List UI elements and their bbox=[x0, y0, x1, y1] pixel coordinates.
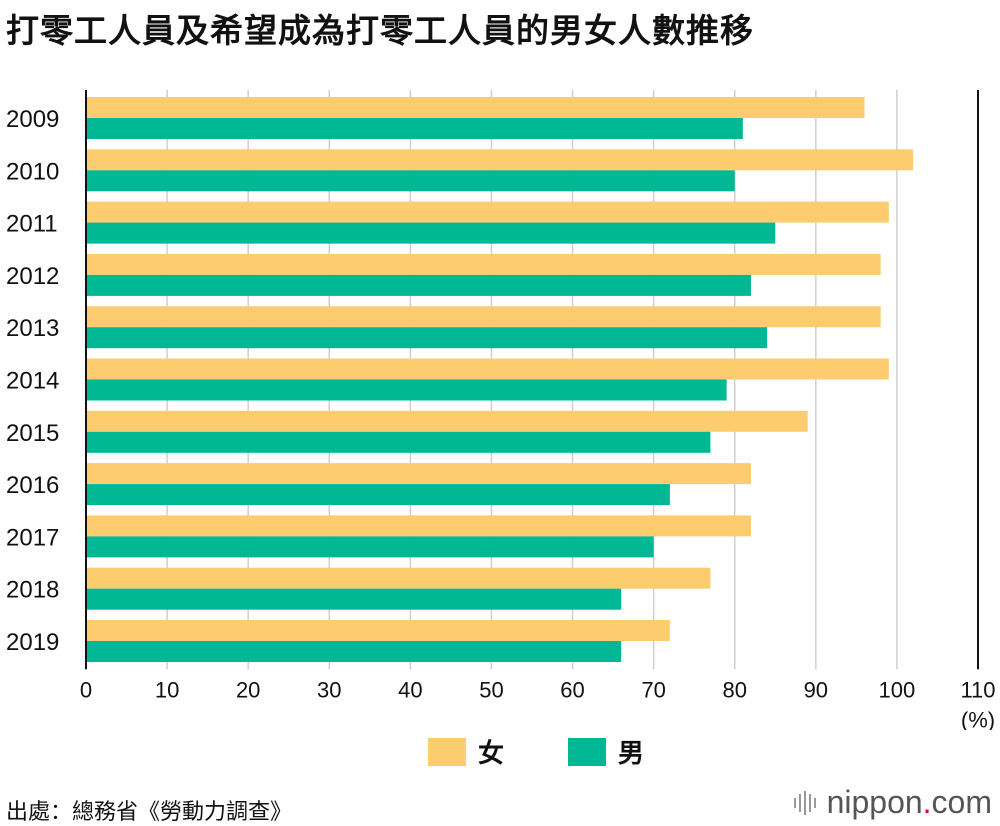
bar-chart: 2009201020112012201320142015201620172018… bbox=[6, 90, 996, 730]
legend: 女 男 bbox=[0, 733, 1000, 773]
bar-female-2009 bbox=[86, 97, 865, 118]
bar-male-2015 bbox=[86, 431, 711, 453]
y-tick-label: 2010 bbox=[6, 158, 59, 185]
bar-female-2017 bbox=[86, 515, 751, 537]
bar-female-2011 bbox=[86, 201, 889, 223]
brand-name: nippon bbox=[826, 784, 923, 820]
brand-dot: . bbox=[922, 784, 932, 820]
chart-title: 打零工人員及希望成為打零工人員的男女人數推移 bbox=[6, 11, 754, 50]
bar-female-2015 bbox=[86, 410, 808, 432]
bar-female-2016 bbox=[86, 463, 751, 485]
x-tick-label: 40 bbox=[398, 677, 422, 702]
bar-male-2012 bbox=[86, 274, 751, 296]
x-tick-label: 110 bbox=[960, 677, 995, 702]
bar-male-2017 bbox=[86, 536, 654, 558]
bar-female-2018 bbox=[86, 567, 711, 589]
legend-swatch-female bbox=[428, 737, 466, 766]
bar-male-2014 bbox=[86, 379, 727, 401]
y-tick-label: 2014 bbox=[6, 368, 59, 395]
bar-female-2019 bbox=[86, 620, 670, 641]
bar-female-2014 bbox=[86, 358, 889, 380]
bar-female-2012 bbox=[86, 253, 881, 275]
x-tick-label: 10 bbox=[155, 677, 179, 702]
x-tick-label: 20 bbox=[236, 677, 260, 702]
legend-swatch-male bbox=[568, 737, 606, 766]
brand-tld: com bbox=[931, 784, 992, 820]
y-tick-label: 2019 bbox=[6, 629, 59, 656]
y-tick-label: 2018 bbox=[6, 577, 59, 604]
bar-female-2010 bbox=[86, 149, 914, 171]
bar-female-2013 bbox=[86, 306, 881, 328]
x-tick-label: 70 bbox=[641, 677, 665, 702]
brand-logo: nippon. com bbox=[793, 784, 992, 821]
brand-sound-icon bbox=[793, 790, 819, 816]
source-note: 出處：總務省《勞動力調查》 bbox=[6, 800, 293, 825]
y-tick-label: 2012 bbox=[6, 263, 59, 290]
y-tick-label: 2009 bbox=[6, 106, 59, 133]
x-tick-label: 60 bbox=[560, 677, 584, 702]
x-unit-label: (%) bbox=[961, 707, 995, 730]
y-tick-label: 2013 bbox=[6, 315, 59, 342]
x-tick-label: 80 bbox=[722, 677, 746, 702]
bar-male-2016 bbox=[86, 484, 670, 506]
bar-male-2009 bbox=[86, 118, 743, 139]
x-tick-label: 100 bbox=[879, 677, 916, 702]
y-tick-label: 2016 bbox=[6, 472, 59, 499]
legend-label-female: 女 bbox=[478, 739, 505, 769]
x-tick-label: 0 bbox=[80, 677, 92, 702]
bar-male-2019 bbox=[86, 641, 622, 662]
x-tick-label: 90 bbox=[804, 677, 828, 702]
y-tick-label: 2015 bbox=[6, 420, 59, 447]
bar-male-2018 bbox=[86, 588, 622, 610]
bar-male-2011 bbox=[86, 222, 776, 244]
bar-male-2010 bbox=[86, 170, 735, 192]
y-tick-label: 2017 bbox=[6, 524, 59, 551]
legend-item-male: 男 bbox=[568, 733, 644, 770]
legend-item-female: 女 bbox=[428, 733, 504, 770]
y-tick-label: 2011 bbox=[6, 211, 58, 238]
legend-label-male: 男 bbox=[618, 739, 645, 769]
x-tick-label: 50 bbox=[479, 677, 503, 702]
x-tick-label: 30 bbox=[317, 677, 341, 702]
bar-male-2013 bbox=[86, 327, 768, 349]
